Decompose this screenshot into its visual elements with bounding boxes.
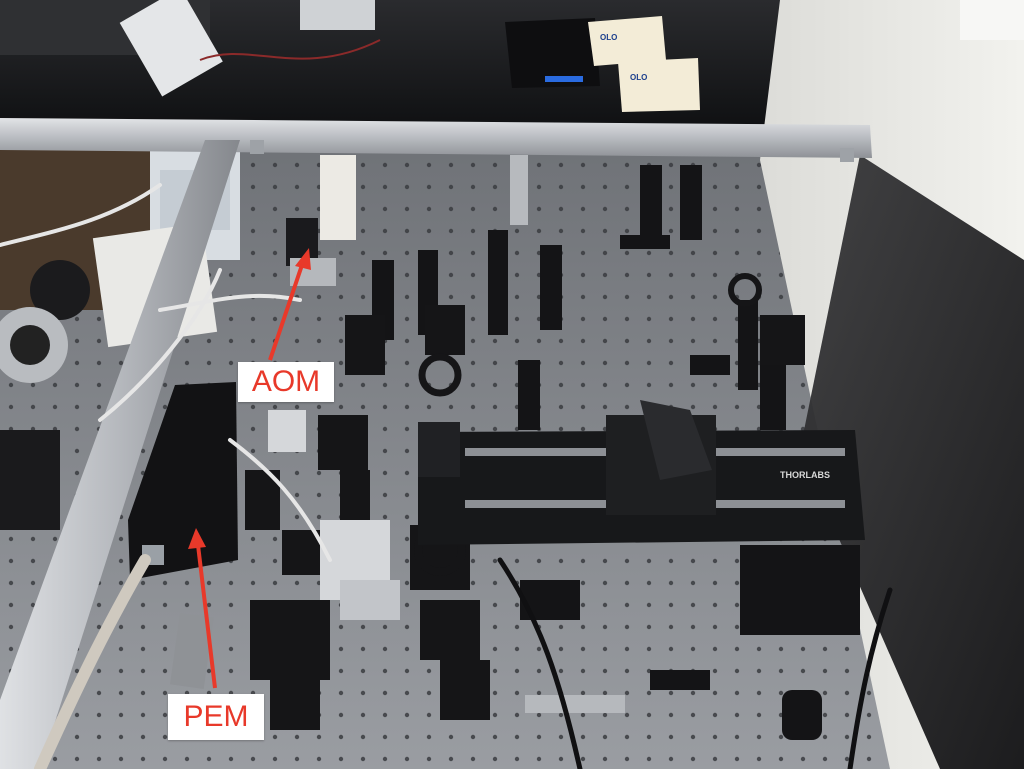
olo-box-1-brand: OLO	[600, 33, 617, 42]
aom-annotation-label: AOM	[238, 362, 334, 402]
olo-box-2-brand: OLO	[630, 73, 647, 82]
cables	[0, 183, 893, 769]
black-tray	[505, 18, 600, 88]
aluminum-frame	[0, 118, 872, 769]
pem-annotation-label: PEM	[168, 694, 264, 740]
olo-box-1: OLO	[588, 16, 666, 66]
glass-shelf	[0, 0, 870, 125]
aom-arrow	[268, 248, 311, 361]
stage-brand: THORLABS	[780, 470, 830, 480]
optical-posts	[320, 155, 786, 430]
pem-arrow	[188, 528, 217, 689]
enclosure-panel	[760, 0, 1024, 769]
olo-box-2: OLO	[618, 58, 700, 112]
translation-stage: THORLABS	[418, 400, 865, 545]
pem-device	[128, 382, 238, 690]
